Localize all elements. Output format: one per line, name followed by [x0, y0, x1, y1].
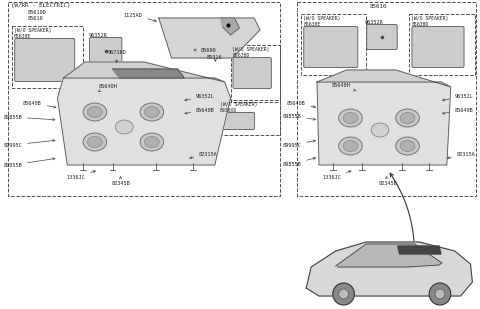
- Ellipse shape: [339, 109, 362, 127]
- Text: 82345B: 82345B: [111, 177, 130, 185]
- Polygon shape: [58, 78, 230, 165]
- Text: 85640H: 85640H: [98, 83, 118, 91]
- Polygon shape: [317, 70, 451, 87]
- Ellipse shape: [116, 120, 133, 134]
- Text: 85610: 85610: [369, 4, 387, 9]
- Ellipse shape: [87, 107, 102, 117]
- Text: 89855B: 89855B: [283, 113, 315, 120]
- Text: 85640B: 85640B: [443, 108, 473, 114]
- Text: 8930XD: 8930XD: [220, 108, 237, 113]
- Polygon shape: [221, 18, 240, 35]
- Circle shape: [339, 289, 348, 299]
- Ellipse shape: [396, 137, 420, 155]
- Text: 89995C: 89995C: [3, 140, 55, 147]
- Text: (W/O SPEAKER): (W/O SPEAKER): [14, 28, 51, 33]
- Polygon shape: [159, 18, 260, 58]
- FancyBboxPatch shape: [15, 39, 75, 82]
- Ellipse shape: [144, 107, 159, 117]
- Text: 85610: 85610: [28, 16, 44, 21]
- FancyBboxPatch shape: [89, 37, 122, 65]
- Bar: [230, 45, 280, 102]
- Ellipse shape: [140, 103, 164, 121]
- Ellipse shape: [339, 137, 362, 155]
- Ellipse shape: [140, 133, 164, 151]
- Text: 89855B: 89855B: [283, 157, 315, 167]
- Bar: [298, 2, 476, 196]
- Text: 96352R: 96352R: [89, 33, 108, 38]
- Text: 1336JC: 1336JC: [66, 171, 96, 180]
- Text: 85640B: 85640B: [23, 100, 56, 108]
- Text: 89995C: 89995C: [283, 140, 315, 147]
- Text: 85630D: 85630D: [232, 53, 250, 58]
- Polygon shape: [336, 244, 442, 267]
- Text: 85690: 85690: [194, 48, 216, 53]
- Text: 85630E: 85630E: [303, 22, 321, 27]
- Polygon shape: [317, 82, 451, 165]
- Text: (W/O SPEAKER): (W/O SPEAKER): [232, 47, 270, 52]
- Bar: [409, 14, 475, 75]
- Text: 1125AD: 1125AD: [123, 12, 156, 22]
- Ellipse shape: [400, 141, 415, 151]
- Polygon shape: [63, 62, 225, 82]
- Ellipse shape: [400, 112, 415, 124]
- Text: 85630E: 85630E: [14, 34, 32, 39]
- Ellipse shape: [83, 103, 107, 121]
- Text: 89855B: 89855B: [3, 115, 55, 121]
- Ellipse shape: [371, 123, 389, 137]
- Polygon shape: [306, 242, 472, 296]
- Ellipse shape: [144, 137, 159, 147]
- Polygon shape: [397, 246, 441, 254]
- FancyBboxPatch shape: [367, 24, 397, 49]
- Text: 85640B: 85640B: [185, 108, 215, 114]
- Ellipse shape: [343, 141, 358, 151]
- Text: 96716D: 96716D: [108, 49, 126, 62]
- Text: 96352R: 96352R: [365, 20, 384, 25]
- Text: 85640B: 85640B: [287, 100, 315, 108]
- Ellipse shape: [83, 133, 107, 151]
- Text: 82315A: 82315A: [190, 151, 218, 159]
- Text: 85630D: 85630D: [411, 22, 429, 27]
- Circle shape: [435, 289, 445, 299]
- Bar: [301, 14, 366, 75]
- Circle shape: [333, 283, 354, 305]
- Text: 82345B: 82345B: [379, 177, 397, 185]
- FancyBboxPatch shape: [304, 27, 358, 67]
- Ellipse shape: [396, 109, 420, 127]
- Bar: [218, 100, 280, 135]
- Ellipse shape: [87, 137, 102, 147]
- Text: (W/RR - ELECTRIC): (W/RR - ELECTRIC): [11, 3, 71, 8]
- Ellipse shape: [343, 112, 358, 124]
- Text: 85316: 85316: [207, 54, 223, 61]
- Text: 1336JC: 1336JC: [322, 171, 351, 180]
- Text: 85640H: 85640H: [332, 83, 356, 91]
- Text: 96352L: 96352L: [185, 94, 215, 101]
- Text: (W/O SPEAKER): (W/O SPEAKER): [220, 102, 257, 107]
- Text: 89855B: 89855B: [3, 158, 55, 167]
- Bar: [8, 2, 280, 196]
- Circle shape: [429, 283, 451, 305]
- Text: 96352L: 96352L: [443, 94, 473, 101]
- Text: 85610D: 85610D: [28, 10, 47, 15]
- FancyBboxPatch shape: [412, 27, 464, 67]
- FancyBboxPatch shape: [220, 112, 254, 129]
- Polygon shape: [112, 69, 184, 78]
- Text: (W/O SPEAKER): (W/O SPEAKER): [303, 16, 341, 21]
- Text: 82315A: 82315A: [447, 151, 475, 159]
- Text: (W/O SPEAKER): (W/O SPEAKER): [411, 16, 449, 21]
- FancyBboxPatch shape: [233, 57, 271, 88]
- Bar: [12, 26, 83, 88]
